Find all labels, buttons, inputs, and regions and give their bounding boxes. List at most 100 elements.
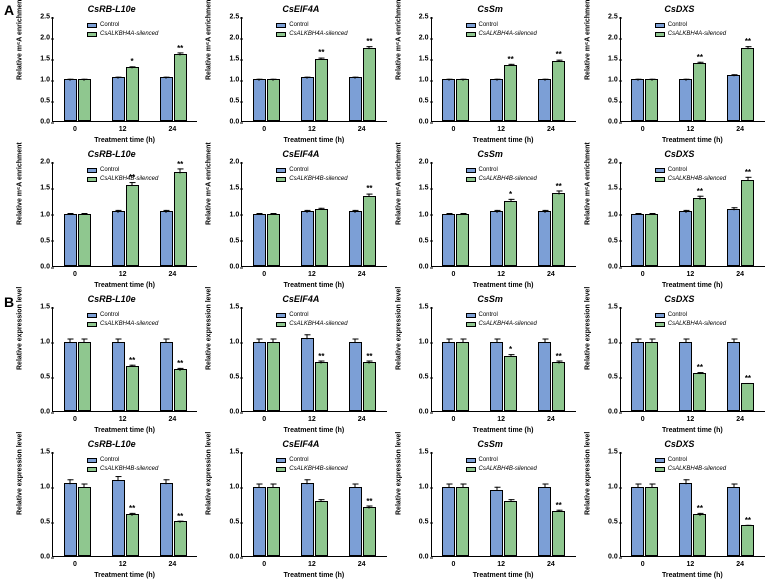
error-bar [132, 182, 133, 186]
bar-control [64, 342, 77, 411]
y-ticks: 0.00.51.01.52.0 [22, 162, 52, 267]
error-bar [637, 483, 638, 487]
y-ticks: 0.00.51.01.52.02.5 [211, 17, 241, 122]
bar-group: * [112, 17, 139, 121]
error-bar [747, 177, 748, 181]
bar-silenced: ** [126, 514, 139, 556]
x-axis-label: Treatment time (h) [620, 427, 765, 434]
bar-group: ** [112, 307, 139, 411]
bar-silenced [267, 342, 280, 411]
y-tick: 1.5 [419, 304, 429, 311]
y-tick: 0.5 [608, 98, 618, 105]
bar-control [301, 483, 314, 556]
error-bar [369, 46, 370, 49]
x-ticks: 01224 [52, 416, 197, 423]
error-bar [259, 483, 260, 487]
bar-control [64, 483, 77, 556]
error-bar [132, 66, 133, 68]
bar-silenced: ** [363, 48, 376, 121]
bar-silenced: ** [741, 383, 754, 411]
error-bar [70, 338, 71, 342]
y-tick: 1.0 [40, 77, 50, 84]
bar-group [631, 307, 658, 411]
bar-silenced [267, 214, 280, 266]
bar-control [253, 342, 266, 411]
y-tick: 1.0 [419, 484, 429, 491]
plot-wrap: 0.00.51.01.5Relative expression levelCon… [590, 305, 769, 434]
y-ticks: 0.00.51.01.5 [22, 452, 52, 557]
error-bar [273, 213, 274, 215]
error-bar [273, 79, 274, 80]
y-ticks: 0.00.51.01.5 [211, 452, 241, 557]
error-bar [166, 479, 167, 484]
bar-control [253, 79, 266, 121]
chart-cell: CsRB-L10e0.00.51.01.5Relative expression… [22, 439, 201, 580]
error-bar [118, 338, 119, 342]
significance-star: ** [556, 354, 562, 360]
x-tick: 0 [262, 416, 266, 423]
bar-group: ** [538, 452, 565, 556]
significance-star: ** [556, 52, 562, 58]
error-bar [462, 213, 463, 215]
y-tick: 0.5 [230, 374, 240, 381]
x-axis-label: Treatment time (h) [52, 282, 197, 289]
bar-control [301, 77, 314, 121]
bars-container: **** [53, 452, 197, 556]
plot-wrap: 0.00.51.01.5Relative expression levelCon… [401, 305, 580, 434]
error-bar [733, 483, 734, 487]
error-bar [544, 483, 545, 487]
plot-area: ControlCsALKBH4B-silenced** [241, 452, 386, 557]
bar-group: ** [349, 162, 376, 266]
error-bar [273, 483, 274, 487]
bar-group: ** [679, 452, 706, 556]
bars-container: ** [432, 452, 576, 556]
plot-wrap: 0.00.51.01.52.0Relative m⁶A enrichmentCo… [590, 160, 769, 289]
error-bar [84, 483, 85, 487]
error-bar [118, 77, 119, 78]
bar-silenced: ** [741, 180, 754, 266]
x-axis-label: Treatment time (h) [431, 427, 576, 434]
significance-star: ** [366, 186, 372, 192]
error-bar [307, 334, 308, 339]
error-bar [544, 338, 545, 342]
bar-silenced: ** [174, 172, 187, 266]
error-bar [259, 79, 260, 80]
x-ticks: 01224 [620, 271, 765, 278]
x-ticks: 01224 [241, 126, 386, 133]
x-tick: 24 [736, 271, 744, 278]
error-bar [747, 525, 748, 526]
y-tick: 2.5 [40, 14, 50, 21]
plot-area: ControlCsALKBH4A-silenced**** [620, 17, 765, 122]
bar-control [679, 483, 692, 556]
chart-title: CsDXS [590, 4, 769, 14]
error-bar [355, 77, 356, 78]
bar-control [160, 77, 173, 121]
bars-container: ** [242, 452, 386, 556]
bar-silenced: * [504, 201, 517, 266]
bars-container: *** [53, 17, 197, 121]
x-axis-label: Treatment time (h) [241, 427, 386, 434]
plot-wrap: 0.00.51.01.52.0Relative m⁶A enrichmentCo… [22, 160, 201, 289]
chart-cell: CsEIF4A0.00.51.01.52.0Relative m⁶A enric… [211, 149, 390, 290]
bar-group: ** [490, 17, 517, 121]
significance-star: ** [177, 162, 183, 168]
bars-container: ** ** [53, 162, 197, 266]
bar-control [631, 487, 644, 556]
bar-silenced: ** [552, 193, 565, 266]
bar-silenced: ** [363, 196, 376, 266]
chart-cell: CsDXS0.00.51.01.52.0Relative m⁶A enrichm… [590, 149, 769, 290]
y-tick: 0.0 [419, 264, 429, 271]
panel-label-a: A [4, 2, 14, 18]
bar-control [727, 75, 740, 121]
x-ticks: 01224 [620, 126, 765, 133]
error-bar [637, 338, 638, 342]
bars-container: *** [432, 307, 576, 411]
y-tick: 2.0 [230, 159, 240, 166]
error-bar [496, 210, 497, 212]
bar-group [442, 307, 469, 411]
bar-silenced: ** [741, 48, 754, 121]
chart-cell: CsDXS0.00.51.01.52.02.5Relative m⁶A enri… [590, 4, 769, 145]
y-tick: 2.0 [608, 159, 618, 166]
y-tick: 1.0 [608, 77, 618, 84]
significance-star: ** [697, 55, 703, 61]
